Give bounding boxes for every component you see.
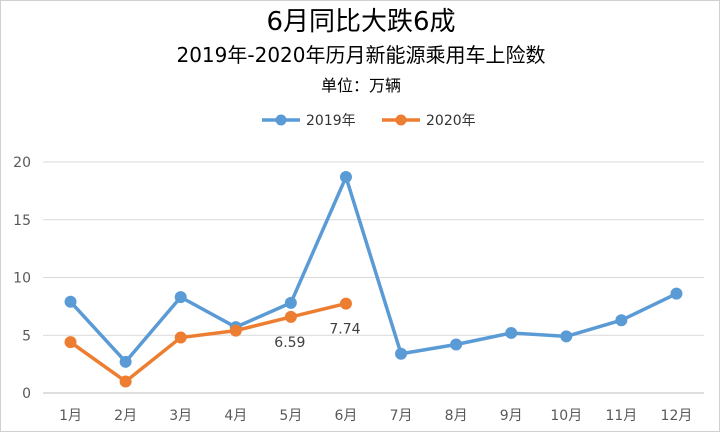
series-1-point (670, 287, 683, 300)
series-1-point (339, 171, 352, 184)
y-tick-label: 15 (13, 213, 31, 229)
chart-subtitle: 2019年-2020年历月新能源乘用车上险数 (176, 43, 545, 67)
data-labels: 6.59 7.74 (274, 322, 360, 351)
gridlines (43, 161, 704, 394)
unit-label: 单位：万辆 (321, 76, 401, 95)
series-1-point (119, 355, 132, 368)
x-tick-label: 7月 (390, 408, 413, 424)
series-2-point (64, 336, 77, 349)
chart-title: 6月同比大跌6成 (266, 7, 455, 37)
series-line-2 (68, 301, 348, 384)
data-label: 7.74 (329, 322, 360, 338)
x-tick-label: 11月 (605, 408, 637, 424)
y-axis-ticks: 0 5 10 15 20 (13, 155, 31, 402)
legend-label: 2019年 (306, 113, 356, 129)
series-group (64, 171, 683, 388)
series-line-1 (68, 175, 679, 364)
x-tick-label: 2月 (114, 408, 137, 424)
series-2-point (174, 331, 187, 344)
x-tick-label: 8月 (445, 408, 468, 424)
x-tick-label: 3月 (169, 408, 192, 424)
legend: 2019年 2020年 (262, 113, 476, 129)
x-axis-ticks: 1月 2月 3月 4月 5月 6月 7月 8月 9月 10月 11月 12月 (59, 408, 692, 424)
series-2-point (339, 297, 352, 310)
x-tick-label: 9月 (500, 408, 523, 424)
y-tick-label: 5 (22, 328, 31, 344)
series-1-point (615, 314, 628, 327)
series-1-point (284, 296, 297, 309)
series-1-point (450, 338, 463, 351)
legend-swatch-marker (395, 114, 407, 126)
x-tick-label: 5月 (279, 408, 302, 424)
legend-label: 2020年 (426, 113, 476, 129)
x-tick-label: 10月 (550, 408, 582, 424)
legend-swatch-marker (275, 114, 287, 126)
series-1-point (64, 295, 77, 308)
y-tick-label: 10 (13, 271, 31, 287)
x-tick-label: 4月 (224, 408, 247, 424)
x-tick-label: 6月 (334, 408, 357, 424)
series-1-point (174, 291, 187, 304)
series-1-point (505, 326, 518, 339)
series-2-point (119, 375, 132, 388)
series-2-point (229, 324, 242, 337)
x-tick-label: 1月 (59, 408, 82, 424)
y-tick-label: 20 (13, 155, 31, 171)
data-label: 6.59 (274, 335, 305, 351)
series-2-point (284, 310, 297, 323)
y-tick-label: 0 (22, 386, 31, 402)
x-tick-label: 12月 (661, 408, 693, 424)
series-1-point (560, 330, 573, 343)
series-1-point (395, 347, 408, 360)
